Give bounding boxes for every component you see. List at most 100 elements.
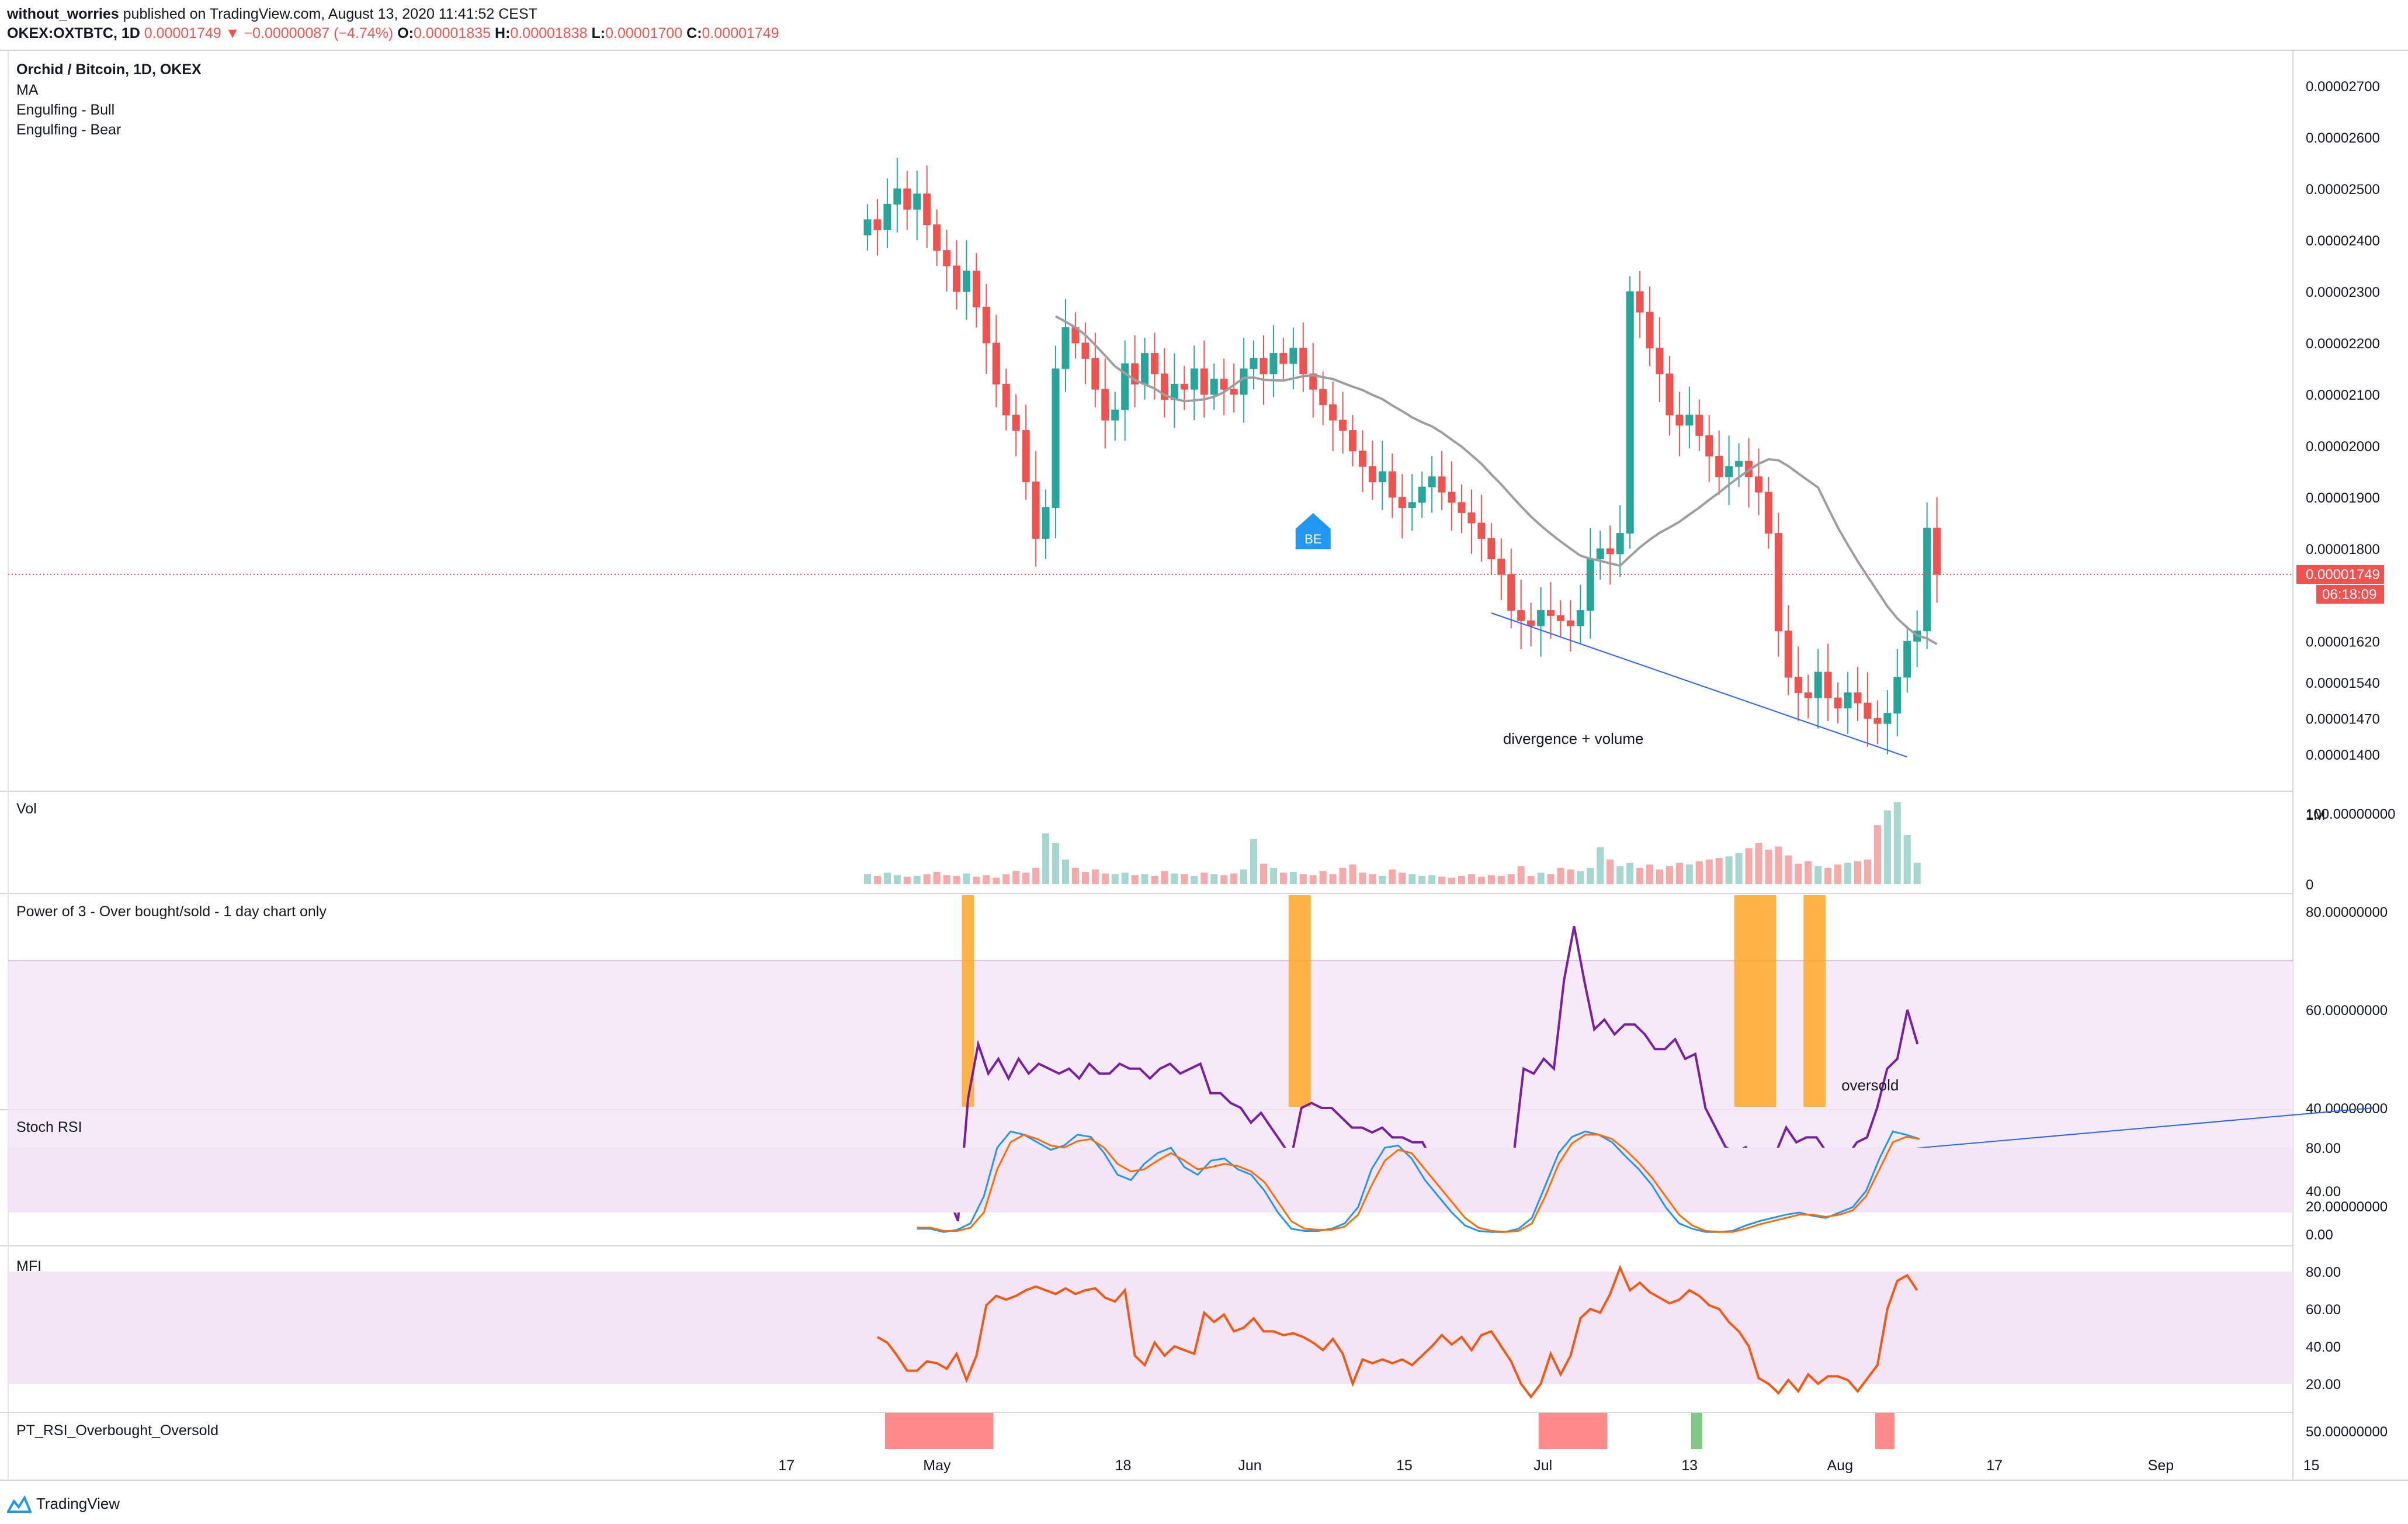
oversold-highlight xyxy=(1288,895,1311,1107)
candle-body xyxy=(1448,491,1456,503)
mfi-pane-title: MFI xyxy=(16,1258,41,1274)
candle-body xyxy=(1289,348,1297,364)
volume-bar xyxy=(1745,848,1753,884)
volume-bar xyxy=(1785,855,1792,884)
volume-bar xyxy=(1171,873,1178,884)
candle-body xyxy=(1388,471,1396,498)
volume-bar xyxy=(883,872,891,884)
volume-bar xyxy=(1607,860,1614,884)
candle-body xyxy=(972,271,980,307)
candle-body xyxy=(1814,671,1822,698)
volume-bar xyxy=(1141,874,1149,884)
candle-body xyxy=(1487,538,1496,560)
time-tick-label: May xyxy=(923,1457,951,1474)
candle-body xyxy=(1725,466,1733,477)
time-tick-label: Sep xyxy=(2148,1457,2174,1474)
candle-body xyxy=(1517,610,1525,621)
price-tick-label: 0.00001540 xyxy=(2306,676,2380,691)
volume-bar xyxy=(1438,877,1446,884)
candle-body xyxy=(1794,677,1802,693)
price-tick-label: 0.00002400 xyxy=(2306,233,2380,249)
time-tick-label: 15 xyxy=(2303,1457,2320,1474)
candle-body xyxy=(1339,420,1347,431)
volume-bar xyxy=(1903,835,1911,884)
price-tick-label: 0.00001400 xyxy=(2306,747,2380,763)
be-marker xyxy=(1295,513,1331,549)
volume-bar xyxy=(1181,874,1188,884)
candle-body xyxy=(1893,677,1902,714)
candle-body xyxy=(1101,389,1109,421)
volume-bar xyxy=(864,874,871,884)
candle-body xyxy=(1824,671,1832,698)
volume-bar xyxy=(873,876,881,884)
candle-body xyxy=(1834,697,1842,709)
volume-bar xyxy=(1359,872,1366,884)
volume-bar xyxy=(1695,861,1703,884)
candle-body xyxy=(1616,533,1624,555)
volume-bar xyxy=(993,877,1000,884)
tradingview-logo[interactable]: TradingView xyxy=(7,1495,120,1513)
volume-bar xyxy=(1497,876,1505,884)
candle-body xyxy=(1458,502,1466,513)
power3-tick-label: 80.00000000 xyxy=(2306,905,2388,920)
time-tick-label: 17 xyxy=(1986,1457,2003,1474)
volume-bar xyxy=(1487,875,1495,884)
volume-bar xyxy=(1557,868,1564,884)
volume-bar xyxy=(1597,847,1604,884)
price-tick-label: 0.00001900 xyxy=(2306,490,2380,506)
candle-body xyxy=(1566,620,1574,626)
candle-body xyxy=(982,306,990,344)
indicator-legend-item: Engulfing - Bull xyxy=(16,102,114,118)
author-name[interactable]: without_worries xyxy=(7,6,119,22)
volume-bar xyxy=(1805,861,1812,884)
candle-body xyxy=(1309,373,1317,390)
indicator-legend-item: MA xyxy=(16,82,39,98)
candle-body xyxy=(1666,373,1674,415)
candle-body xyxy=(1210,379,1218,395)
volume-bar xyxy=(1418,876,1426,884)
candle-body xyxy=(1873,718,1882,724)
ptrsi-pane-title: PT_RSI_Overbought_Oversold xyxy=(16,1422,218,1439)
volume-bar xyxy=(1151,876,1158,884)
last-price: 0.00001749 xyxy=(144,25,221,41)
candle-body xyxy=(1656,348,1664,375)
volume-bar xyxy=(933,872,941,884)
candle-body xyxy=(1042,507,1050,539)
price-tick-label: 0.00002600 xyxy=(2306,130,2380,146)
volume-bar xyxy=(1289,872,1297,884)
open-value: 0.00001835 xyxy=(414,25,491,41)
oversold-highlight xyxy=(1803,895,1826,1107)
volume-bar xyxy=(1834,864,1842,884)
price-change: −0.00000087 (−4.74%) xyxy=(244,25,394,41)
volume-bar xyxy=(1725,856,1733,884)
power3-tick-label: 100.00000000 xyxy=(2306,806,2396,822)
rsi-oversold-block xyxy=(1691,1413,1702,1449)
price-badge xyxy=(2296,565,2384,584)
candle-body xyxy=(1606,548,1614,555)
stoch-tick-label: 80.00 xyxy=(2306,1141,2341,1156)
candle-body xyxy=(1685,414,1694,426)
oversold-highlight xyxy=(1734,895,1776,1107)
candle-body xyxy=(1190,368,1198,390)
volume-bar xyxy=(1765,850,1772,884)
low-label: L: xyxy=(591,25,606,41)
volume-bar xyxy=(1477,877,1485,884)
countdown-label: 06:18:09 xyxy=(2322,587,2376,602)
power3-band xyxy=(8,961,2293,1157)
volume-bar xyxy=(1032,868,1040,884)
candle-body xyxy=(893,188,901,205)
volume-bar xyxy=(1389,869,1396,884)
volume-bar xyxy=(983,875,990,884)
volume-bar xyxy=(1062,860,1069,884)
volume-bar xyxy=(1349,864,1356,884)
candle-body xyxy=(1398,497,1406,508)
symbol-label[interactable]: OKEX:OXTBTC, 1D xyxy=(7,25,140,41)
divergence-annotation: divergence + volume xyxy=(1503,730,1644,747)
price-tick-label: 0.00002200 xyxy=(2306,336,2380,352)
vol-tick-label: 0 xyxy=(2306,877,2313,893)
volume-bar xyxy=(1250,839,1258,884)
candle-body xyxy=(1784,631,1792,678)
volume-bar xyxy=(1715,858,1723,884)
stoch-band xyxy=(8,1148,2293,1213)
